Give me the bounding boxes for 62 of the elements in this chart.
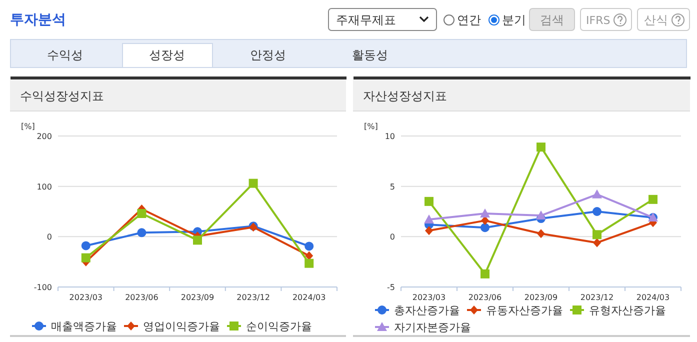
text: 연간 — [457, 13, 481, 27]
legend-label: 순이익증가율 — [246, 320, 312, 333]
x-tick-label: 2023/06 — [125, 293, 158, 302]
point — [592, 230, 602, 240]
point — [137, 209, 146, 218]
point — [304, 242, 314, 251]
point — [425, 226, 433, 236]
legend-label: 매출액증가율 — [51, 320, 117, 333]
x-tick-label: 2023/12 — [580, 293, 614, 302]
point — [81, 253, 90, 262]
point — [81, 241, 90, 250]
legend-label: 유형자산증가율 — [589, 304, 666, 317]
y-tick-label: 200 — [36, 132, 52, 141]
x-tick-label: 2024/03 — [292, 293, 326, 302]
text: 주재무제표 — [336, 13, 396, 27]
legend-label: 유동자산증가율 — [486, 304, 563, 317]
point — [592, 189, 602, 198]
point — [424, 214, 434, 224]
point — [137, 228, 146, 238]
y-tick-label: 0 — [390, 232, 395, 242]
x-tick-label: 2023/12 — [236, 293, 270, 302]
x-tick-label: 2023/06 — [468, 293, 502, 302]
text: IFRS — [586, 14, 610, 27]
text: 산식 — [644, 13, 668, 27]
x-tick-label: 2023/03 — [412, 293, 446, 302]
point — [304, 258, 314, 268]
point — [480, 208, 490, 218]
y-tick-label: 100 — [36, 182, 52, 192]
point — [193, 236, 202, 245]
legend-label: 자기자본증가율 — [394, 321, 471, 334]
point — [537, 229, 545, 238]
text: 수익성 — [47, 48, 83, 62]
y-tick-label: 5 — [390, 182, 395, 192]
x-tick-label: 2023/03 — [69, 293, 103, 302]
x-tick-label: 2024/03 — [636, 293, 670, 302]
x-tick-label: 2023/09 — [180, 293, 214, 302]
y-tick-label: 10 — [384, 132, 395, 141]
point — [536, 142, 546, 152]
text: 분기 — [502, 13, 526, 27]
legend-label: 총자산증가율 — [394, 304, 460, 317]
legend-label: 영업이익증가율 — [143, 320, 220, 333]
text: 안정성 — [250, 48, 286, 62]
point — [592, 207, 602, 216]
text: 활동성 — [352, 48, 388, 62]
chart-title: 자산성장성지표 — [363, 89, 447, 103]
y-tick-label: -5 — [387, 283, 395, 292]
text: 검색 — [540, 13, 564, 27]
text: 성장성 — [149, 48, 185, 62]
chart-title: 수익성장성지표 — [20, 89, 104, 103]
point — [248, 178, 258, 188]
y-axis-title: [%] — [21, 122, 35, 131]
point — [480, 223, 490, 232]
point — [480, 269, 490, 278]
point — [593, 238, 601, 248]
y-axis-title: [%] — [364, 122, 378, 131]
y-tick-label: 0 — [46, 232, 52, 242]
point — [424, 196, 434, 206]
point — [648, 194, 658, 204]
x-tick-label: 2023/09 — [524, 293, 558, 302]
text: 투자분석 — [10, 12, 66, 28]
point — [536, 210, 546, 220]
y-tick-label: -100 — [34, 283, 52, 292]
